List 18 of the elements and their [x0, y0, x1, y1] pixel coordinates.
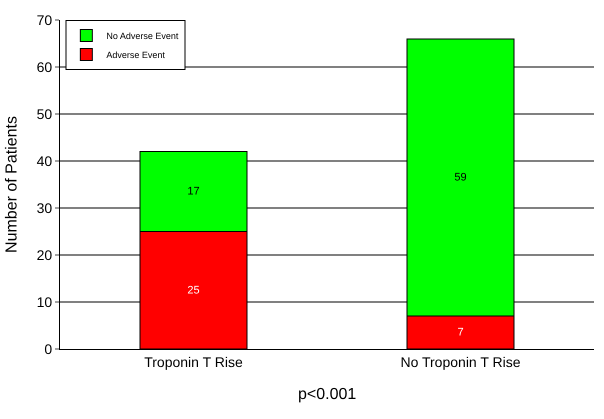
y-tick-label: 30 [36, 200, 52, 216]
x-tick-label: No Troponin T Rise [400, 354, 521, 370]
data-label: 7 [457, 326, 464, 339]
y-tick-label: 10 [36, 294, 52, 310]
legend-label: Adverse Event [106, 50, 166, 60]
y-tick-label: 50 [36, 106, 52, 122]
y-axis-title: Number of Patients [4, 116, 21, 253]
y-tick-label: 60 [36, 58, 52, 75]
y-tick-label: 40 [36, 152, 52, 169]
data-label: 59 [454, 171, 467, 184]
text: p<0.001 [298, 386, 356, 403]
y-tick-label: 70 [36, 12, 52, 28]
y-tick-label: 20 [36, 246, 52, 263]
data-label: 17 [187, 186, 200, 198]
legend-label: No Adverse Event [106, 31, 179, 42]
data-label: 25 [187, 284, 200, 296]
x-tick-label: Troponin T Rise [144, 354, 243, 370]
y-tick-label: 0 [44, 340, 52, 357]
